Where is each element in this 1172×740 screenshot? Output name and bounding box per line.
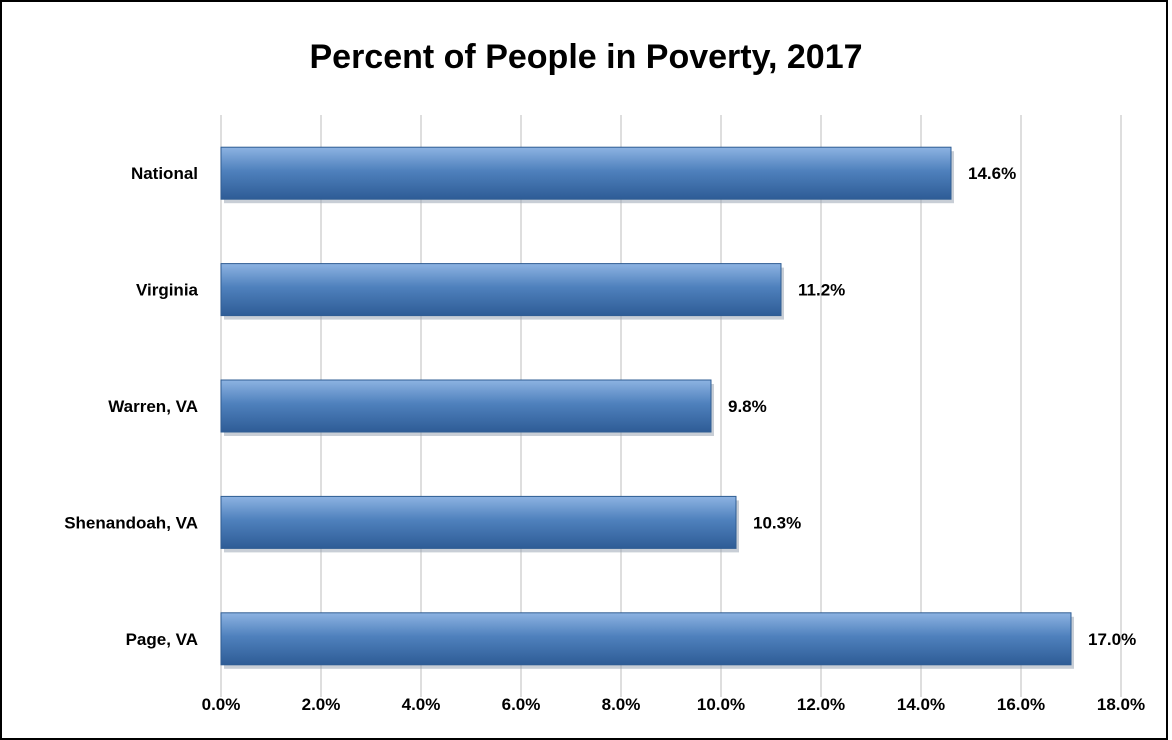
x-tick-label: 10.0%	[697, 695, 745, 714]
data-label: 10.3%	[753, 513, 801, 532]
category-label: Shenandoah, VA	[64, 513, 198, 532]
bar	[220, 612, 1072, 666]
x-tick-label: 0.0%	[202, 695, 241, 714]
bars	[220, 146, 1074, 669]
x-tick-label: 8.0%	[602, 695, 641, 714]
data-label: 14.6%	[968, 164, 1016, 183]
chart-title: Percent of People in Poverty, 2017	[309, 38, 863, 76]
data-label: 11.2%	[798, 281, 845, 300]
bar	[220, 146, 952, 200]
x-tick-label: 6.0%	[502, 695, 541, 714]
category-label: Virginia	[136, 281, 199, 300]
labels: 0.0% 2.0% 4.0% 6.0% 8.0% 10.0% 12.0% 14.0% 16.0%…	[64, 164, 1145, 714]
category-label: Page, VA	[126, 630, 198, 649]
x-tick-label: 4.0%	[402, 695, 441, 714]
x-tick-label: 16.0%	[997, 695, 1045, 714]
x-tick-label: 2.0%	[302, 695, 341, 714]
bar	[220, 495, 737, 549]
x-tick-label: 18.0%	[1097, 695, 1145, 714]
data-label: 9.8%	[728, 397, 767, 416]
x-tick-label: 14.0%	[897, 695, 945, 714]
category-label: Warren, VA	[108, 397, 198, 416]
data-label: 17.0%	[1088, 630, 1136, 649]
bar	[220, 379, 712, 433]
bar	[220, 263, 782, 317]
x-tick-label: 12.0%	[797, 695, 845, 714]
category-label: National	[131, 164, 198, 183]
